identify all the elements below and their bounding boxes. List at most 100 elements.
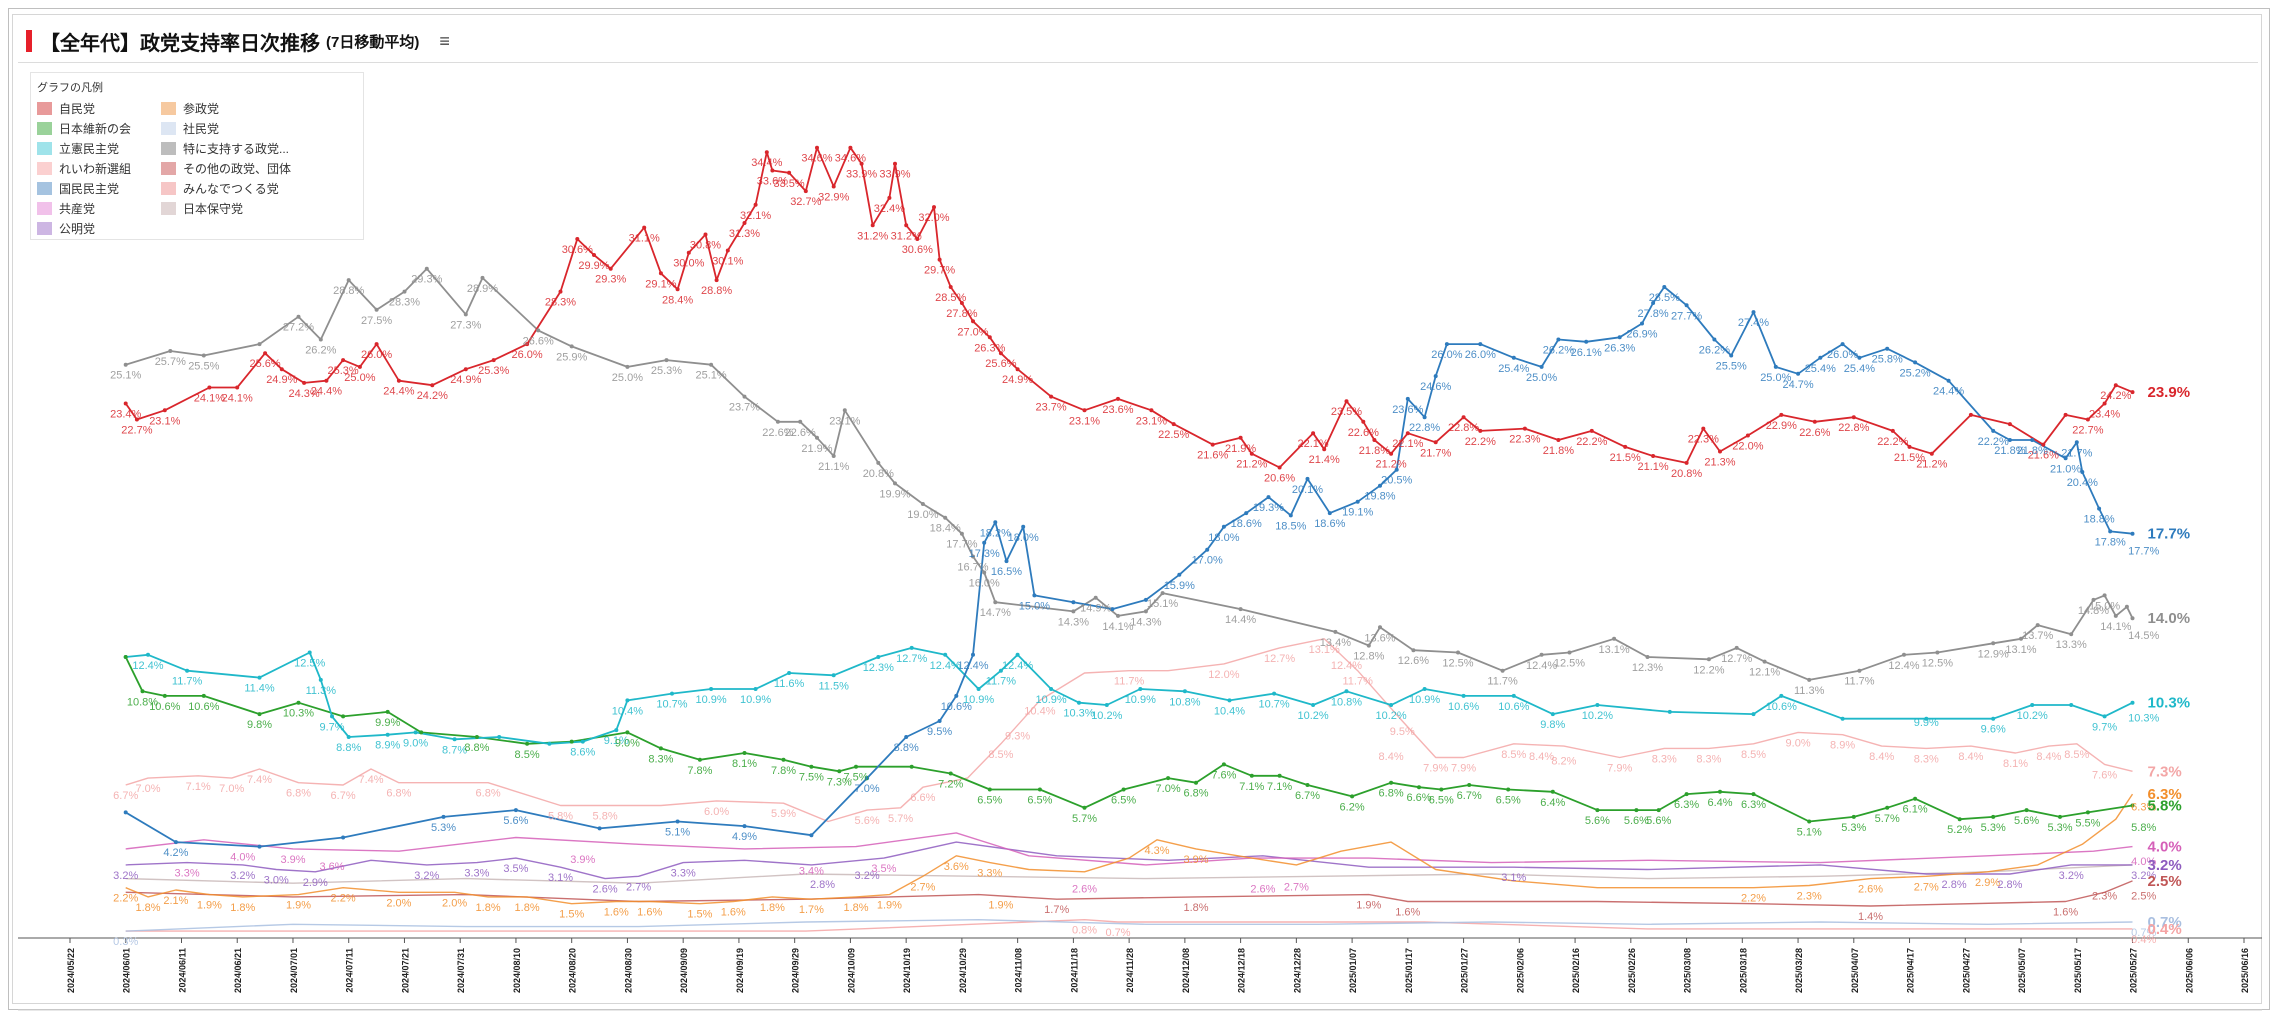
data-point	[1327, 511, 1332, 516]
data-label: 5.9%	[771, 808, 796, 820]
data-point	[1929, 451, 1934, 456]
data-point	[1640, 321, 1644, 326]
data-point	[580, 739, 585, 744]
data-label: 1.9%	[197, 900, 222, 912]
data-label: 11.7%	[1343, 676, 1374, 688]
data-label: 9.7%	[319, 721, 344, 733]
data-point	[742, 221, 747, 225]
data-label: 10.2%	[1297, 710, 1328, 722]
x-tick-label: 2024/10/09	[846, 948, 856, 993]
data-label: 27.8%	[1637, 308, 1668, 320]
data-label: 10.4%	[1214, 705, 1245, 717]
data-label: 5.7%	[888, 813, 913, 825]
data-label: 5.1%	[665, 827, 690, 839]
data-point	[987, 787, 992, 792]
x-tick-label: 2024/06/01	[122, 948, 132, 993]
legend-item[interactable]: その他の政党、団体	[161, 158, 341, 178]
data-label: 7.1%	[186, 781, 211, 793]
legend-swatch	[161, 141, 176, 155]
data-label: 0.8%	[1072, 925, 1097, 937]
data-point	[162, 693, 167, 698]
x-tick-label: 2024/11/28	[1125, 948, 1135, 993]
series-final-label: 0.4%	[2148, 921, 2182, 938]
data-point	[1288, 513, 1293, 518]
data-label: 14.1%	[2100, 621, 2131, 633]
data-label: 16.7%	[957, 562, 988, 574]
data-label: 11.7%	[1114, 676, 1145, 688]
data-point	[1857, 668, 1862, 673]
legend-item[interactable]: 特に支持する政党...	[161, 138, 341, 158]
data-label: 28.5%	[935, 292, 966, 304]
data-label: 7.1%	[1267, 781, 1292, 793]
data-label: 5.6%	[855, 815, 880, 827]
data-label: 1.7%	[799, 904, 824, 916]
data-point	[341, 835, 346, 840]
data-point	[787, 170, 792, 175]
x-tick-label: 2024/07/31	[456, 948, 466, 993]
data-label: 6.6%	[1406, 792, 1431, 804]
legend-item[interactable]: 日本維新の会	[37, 118, 161, 138]
data-label: 9.3%	[1005, 731, 1030, 743]
legend-item[interactable]: 共産党	[37, 198, 161, 218]
x-tick-label: 2025/01/27	[1460, 948, 1470, 993]
data-label: 1.6%	[1395, 907, 1420, 919]
legend-item[interactable]: 自民党	[37, 98, 161, 118]
title-accent-bar	[26, 30, 32, 52]
data-label: 32.7%	[790, 196, 821, 208]
data-label: 21.2%	[1375, 459, 1406, 471]
data-label: 7.4%	[247, 774, 272, 786]
data-point	[491, 358, 496, 363]
data-point	[2102, 593, 2107, 598]
data-label: 29.9%	[578, 260, 609, 272]
legend-item[interactable]: 公明党	[37, 218, 161, 238]
data-label: 23.5%	[1331, 406, 1362, 418]
data-point	[1595, 703, 1600, 707]
data-label: 10.9%	[1409, 694, 1440, 706]
data-point	[1138, 687, 1143, 691]
data-point	[909, 764, 914, 769]
data-label: 27.5%	[361, 315, 392, 327]
legend-item[interactable]: 国民民主党	[37, 178, 161, 198]
data-label: 2.0%	[386, 897, 411, 909]
data-label: 15.0%	[2089, 600, 2120, 612]
data-point	[809, 764, 814, 769]
data-point	[787, 671, 792, 675]
x-tick-label: 2025/02/16	[1571, 948, 1581, 993]
data-label: 12.4%	[930, 660, 961, 672]
series-final-label: 17.7%	[2148, 526, 2191, 543]
data-label: 10.9%	[740, 694, 771, 706]
data-label: 19.9%	[879, 488, 910, 500]
series-line	[125, 841, 2133, 880]
data-point	[2063, 412, 2068, 417]
data-point	[971, 554, 975, 559]
data-point	[2124, 604, 2129, 609]
hamburger-menu-icon[interactable]: ≡	[439, 31, 450, 51]
data-point	[1221, 762, 1226, 767]
legend-item[interactable]: 参政党	[161, 98, 341, 118]
data-point	[1751, 792, 1756, 797]
data-label: 2.3%	[2092, 891, 2117, 903]
data-label: 8.1%	[2003, 758, 2028, 770]
data-point	[2030, 438, 2035, 442]
series-final-label: 4.0%	[2148, 839, 2182, 856]
data-label: 8.7%	[442, 744, 467, 756]
data-label: 12.7%	[1264, 653, 1295, 665]
x-tick-label: 2025/02/26	[1627, 948, 1637, 993]
data-label: 6.8%	[386, 788, 411, 800]
legend-item[interactable]: みんなでつくる党	[161, 178, 341, 198]
data-label: 6.3%	[1674, 799, 1699, 811]
legend-item[interactable]: れいわ新選組	[37, 158, 161, 178]
data-point	[1093, 595, 1098, 600]
data-point	[998, 351, 1003, 356]
data-point	[1461, 415, 1466, 420]
legend-item[interactable]: 立憲民主党	[37, 138, 161, 158]
data-label: 11.3%	[1794, 685, 1825, 697]
data-label: 8.5%	[1741, 749, 1766, 761]
data-point	[1461, 693, 1466, 698]
legend-item[interactable]: 社民党	[161, 118, 341, 138]
legend-item[interactable]: 日本保守党	[161, 198, 341, 218]
data-point	[1773, 364, 1778, 369]
data-label: 8.3%	[1696, 753, 1721, 765]
data-label: 27.0%	[957, 326, 988, 338]
data-point	[915, 237, 920, 241]
